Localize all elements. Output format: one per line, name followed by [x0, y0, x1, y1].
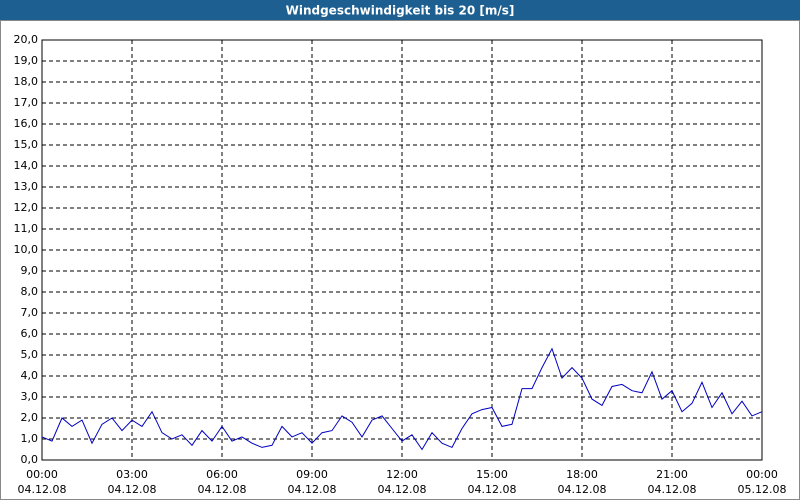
y-tick-label: 20,0 — [14, 33, 39, 46]
y-tick-label: 19,0 — [14, 54, 39, 67]
x-tick-label: 18:00 — [566, 468, 598, 481]
x-tick-date: 04.12.08 — [378, 483, 427, 496]
x-tick-label: 12:00 — [386, 468, 418, 481]
y-tick-label: 2,0 — [21, 411, 39, 424]
x-tick-date: 04.12.08 — [108, 483, 157, 496]
x-tick-label: 06:00 — [206, 468, 238, 481]
title-bar — [0, 0, 800, 20]
y-tick-label: 5,0 — [21, 348, 39, 361]
x-tick-label: 03:00 — [116, 468, 148, 481]
y-tick-label: 3,0 — [21, 390, 39, 403]
y-tick-label: 0,0 — [21, 453, 39, 466]
x-tick-label: 15:00 — [476, 468, 508, 481]
x-tick-label: 09:00 — [296, 468, 328, 481]
chart-title: Windgeschwindigkeit bis 20 [m/s] — [286, 4, 515, 18]
y-tick-label: 18,0 — [14, 75, 39, 88]
y-tick-label: 15,0 — [14, 138, 39, 151]
x-tick-date: 04.12.08 — [198, 483, 247, 496]
x-tick-date: 04.12.08 — [18, 483, 67, 496]
window-frame — [0, 20, 800, 500]
x-tick-date: 04.12.08 — [648, 483, 697, 496]
x-tick-label: 21:00 — [656, 468, 688, 481]
x-tick-label: 00:00 — [746, 468, 778, 481]
y-tick-label: 1,0 — [21, 432, 39, 445]
y-tick-label: 11,0 — [14, 222, 39, 235]
x-tick-date: 04.12.08 — [558, 483, 607, 496]
y-tick-label: 14,0 — [14, 159, 39, 172]
y-tick-label: 10,0 — [14, 243, 39, 256]
plot-frame — [41, 39, 763, 461]
y-tick-label: 12,0 — [14, 201, 39, 214]
x-tick-date: 05.12.08 — [738, 483, 787, 496]
y-tick-label: 13,0 — [14, 180, 39, 193]
x-tick-date: 04.12.08 — [468, 483, 517, 496]
y-tick-label: 6,0 — [21, 327, 39, 340]
y-tick-label: 9,0 — [21, 264, 39, 277]
y-tick-label: 7,0 — [21, 306, 39, 319]
y-tick-label: 4,0 — [21, 369, 39, 382]
data-line — [41, 347, 763, 451]
y-tick-label: 17,0 — [14, 96, 39, 109]
y-tick-label: 16,0 — [14, 117, 39, 130]
x-tick-date: 04.12.08 — [288, 483, 337, 496]
y-tick-label: 8,0 — [21, 285, 39, 298]
x-tick-label: 00:00 — [26, 468, 58, 481]
